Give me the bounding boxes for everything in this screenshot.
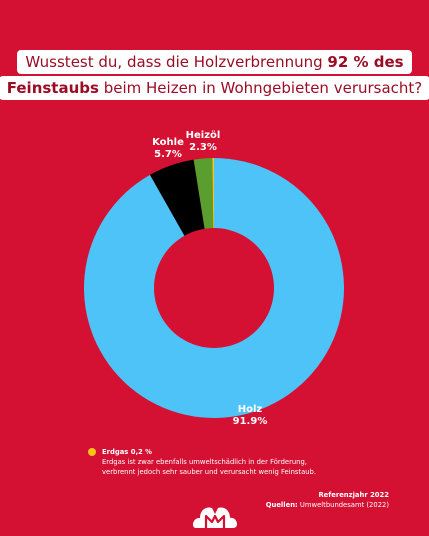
- slice-erdgas: [212, 158, 214, 229]
- chart-title: Wusstest du, dass die Holzverbrennung 92…: [0, 50, 429, 102]
- erdgas-note-heading: Erdgas 0,2 %: [102, 448, 152, 456]
- title-line-2-bold: Feinstaubs: [6, 79, 99, 97]
- title-line-2-text: beim Heizen in Wohngebieten verursacht?: [98, 79, 423, 97]
- chart-meta: Referenzjahr 2022 Quellen: Umweltbundesa…: [266, 490, 389, 510]
- title-line-1: Wusstest du, dass die Holzverbrennung 92…: [17, 50, 412, 74]
- sources-label: Quellen:: [265, 501, 298, 509]
- erdgas-note-line-2: verbrennt jedoch sehr sauber und verursa…: [102, 468, 317, 476]
- title-line-1-text: Wusstest du, dass die Holzverbrennung: [25, 53, 328, 71]
- title-line-2: Feinstaubs beim Heizen in Wohngebieten v…: [0, 76, 429, 100]
- slice-heizl: [193, 158, 214, 229]
- label-value: 2.3%: [189, 142, 217, 153]
- slice-kohle: [150, 159, 205, 236]
- slice-holz: [84, 158, 345, 418]
- label-name: Kohle: [152, 137, 184, 148]
- sources-value: Umweltbundesamt (2022): [297, 501, 389, 509]
- erdgas-note-line-1: Erdgas ist zwar ebenfalls umweltschädlic…: [102, 458, 307, 466]
- reference-year: Referenzjahr 2022: [318, 491, 389, 499]
- erdgas-note: Erdgas 0,2 % Erdgas ist zwar ebenfalls u…: [88, 447, 317, 477]
- label-name: Heizöl: [186, 130, 221, 141]
- label-value: 5.7%: [154, 149, 182, 160]
- brand-logo-icon: [192, 507, 237, 528]
- label-name: Holz: [238, 404, 263, 415]
- title-line-1-bold: 92 % des: [327, 53, 404, 71]
- label-value: 91.9%: [233, 416, 268, 427]
- erdgas-dot-icon: [88, 448, 96, 456]
